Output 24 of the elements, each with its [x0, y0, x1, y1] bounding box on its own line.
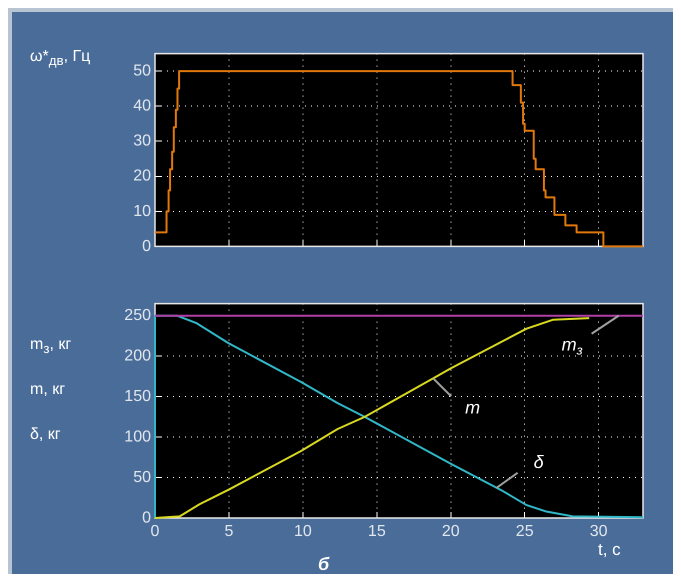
y-tick-label: 30 [133, 132, 152, 150]
x-tick-label: 10 [294, 523, 312, 540]
x-tick-label: 25 [516, 523, 534, 540]
x-tick-label: 20 [442, 523, 460, 540]
y-tick-label: 250 [124, 307, 152, 324]
y-tick-label: 10 [133, 202, 152, 220]
y-tick-label: 0 [142, 238, 152, 255]
series-label: δ [534, 452, 545, 472]
y-tick-label: 50 [133, 62, 152, 80]
y-tick-label: 0 [142, 509, 152, 526]
y-tick-label: 40 [133, 98, 152, 115]
x-axis-title: t, с [598, 540, 621, 560]
y-tick-label: 50 [133, 468, 152, 486]
y-axis-title: ω*$_{дв}$, Гц [30, 48, 90, 70]
x-tick-label: 15 [368, 523, 386, 540]
text: m$_{з}$, кг m, кг δ, кг [30, 336, 72, 443]
x-tick-label: 30 [590, 523, 608, 540]
y-tick-label: 150 [124, 388, 152, 406]
y-tick-label: 20 [133, 168, 152, 185]
x-tick-label: 5 [224, 523, 234, 540]
text: б [318, 554, 330, 575]
y-tick-label: 100 [124, 428, 152, 446]
series-label: m [465, 397, 480, 418]
y-tick-label: 200 [124, 348, 152, 365]
